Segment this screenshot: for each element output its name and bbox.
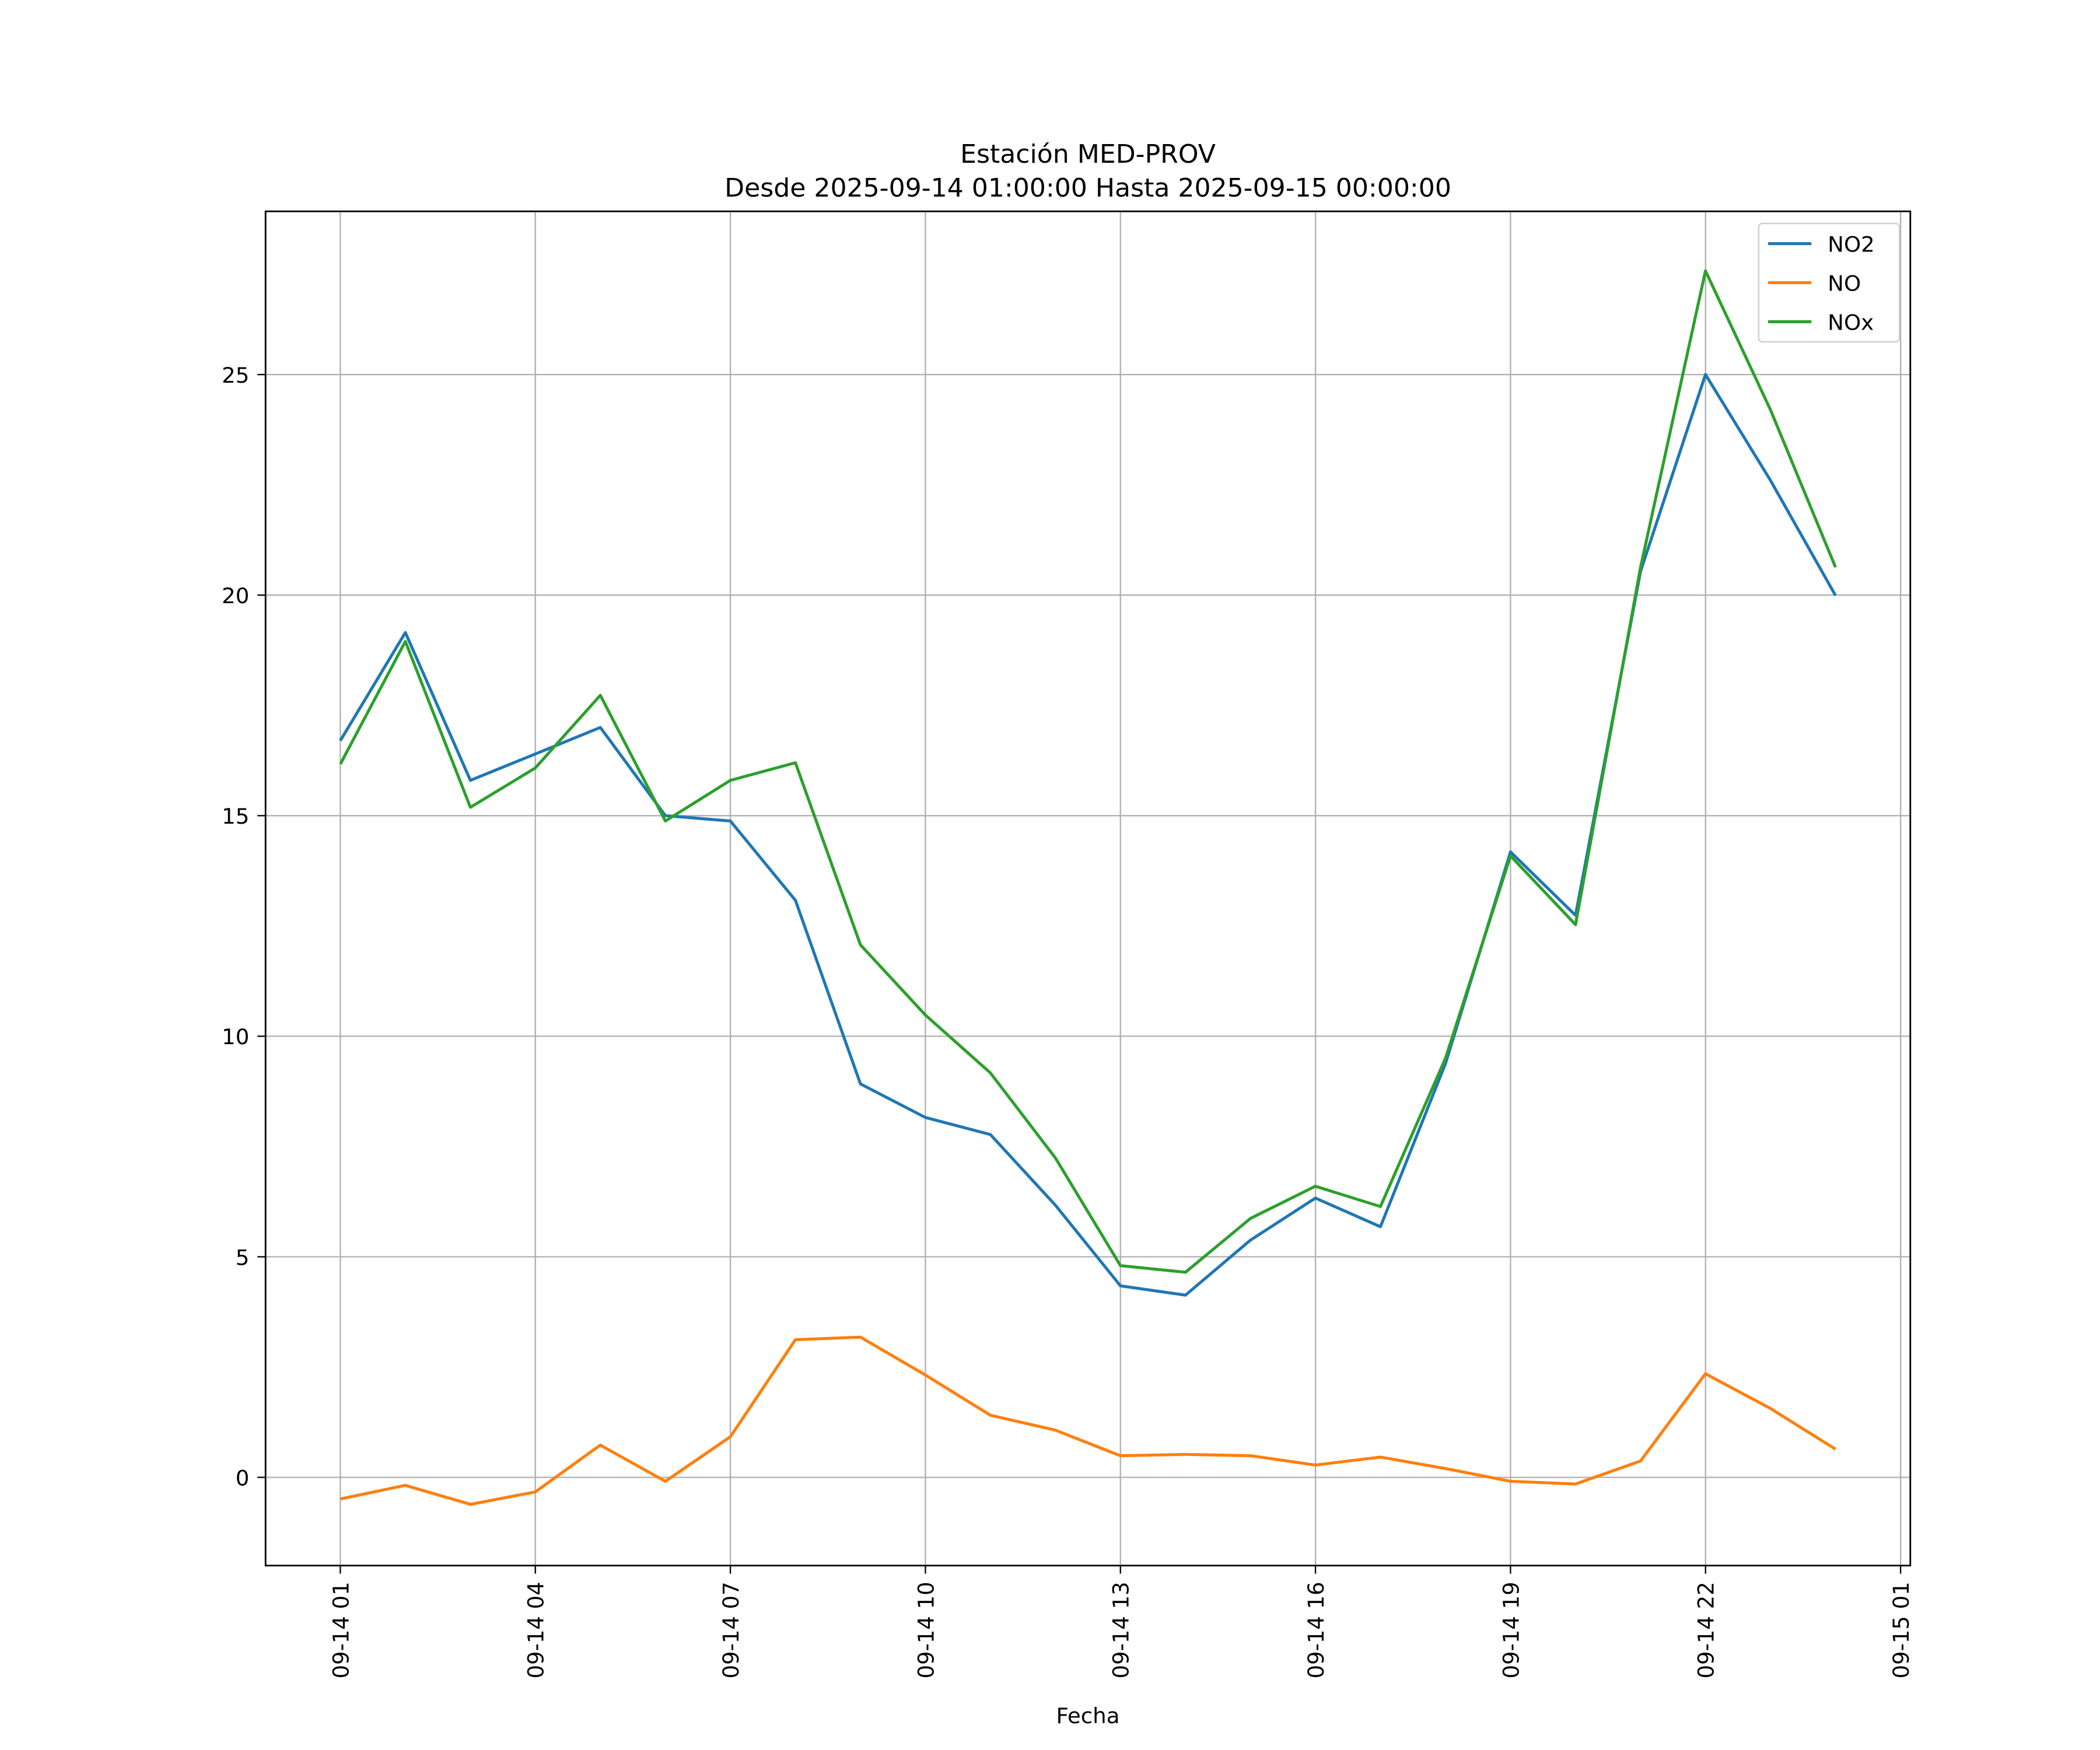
series-lines bbox=[339, 269, 1837, 1506]
x-tick-label: 09-14 04 bbox=[524, 1582, 549, 1679]
x-tick-label: 09-14 01 bbox=[328, 1582, 354, 1679]
plot-frame bbox=[264, 210, 1912, 1567]
chart-subtitle: Desde 2025-09-14 01:00:00 Hasta 2025-09-… bbox=[724, 173, 1451, 203]
y-tick-label: 5 bbox=[236, 1245, 250, 1270]
legend-label-nox: NOx bbox=[1828, 310, 1874, 335]
x-tick-label: 09-14 10 bbox=[914, 1582, 939, 1679]
y-tick-label: 10 bbox=[222, 1024, 249, 1049]
x-tick-label: 09-15 01 bbox=[1889, 1582, 1914, 1679]
series-line-nox bbox=[339, 269, 1837, 1274]
legend-box bbox=[1758, 222, 1901, 343]
y-tick-label: 0 bbox=[236, 1466, 250, 1491]
legend-label-no: NO bbox=[1828, 271, 1861, 296]
series-line-no bbox=[340, 1335, 1836, 1506]
x-axis-label: Fecha bbox=[1056, 1703, 1120, 1728]
x-tick-label: 09-14 19 bbox=[1499, 1582, 1524, 1679]
y-tick-label: 25 bbox=[222, 363, 249, 388]
axis-ticks: 09-14 01 09-14 04 09-14 07 09-14 10 09-14 13… bbox=[222, 363, 1914, 1678]
x-tick-label: 09-14 13 bbox=[1109, 1582, 1134, 1679]
legend: NO2 NO NOx bbox=[1758, 222, 1901, 343]
chart-title: Estación MED-PROV bbox=[960, 139, 1216, 169]
legend-label-no2: NO2 bbox=[1828, 232, 1875, 257]
grid bbox=[265, 211, 1910, 1566]
y-tick-label: 15 bbox=[222, 804, 249, 829]
x-tick-label: 09-14 22 bbox=[1694, 1582, 1719, 1679]
y-tick-label: 20 bbox=[222, 583, 249, 608]
x-tick-label: 09-14 16 bbox=[1304, 1582, 1329, 1679]
x-tick-label: 09-14 07 bbox=[719, 1582, 744, 1679]
